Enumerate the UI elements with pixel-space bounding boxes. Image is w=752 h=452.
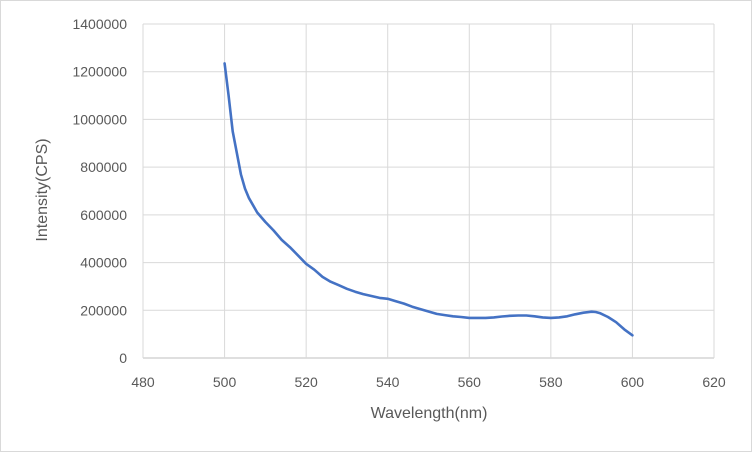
y-tick-label: 1000000 [72,111,127,127]
y-tick-label: 800000 [80,159,127,175]
x-tick-label: 600 [621,374,645,390]
series-layer [223,62,634,337]
y-axis-title: Intensity(CPS) [34,138,51,241]
x-tick-label: 620 [702,374,726,390]
gridlines [142,23,715,359]
y-tick-label: 200000 [80,302,127,318]
y-tick-label: 1400000 [72,16,127,32]
series-line [223,62,634,337]
y-tick-label: 1200000 [72,64,127,80]
x-axis-title: Wavelength(nm) [371,405,488,422]
y-tick-label: 600000 [80,207,127,223]
x-tick-label: 580 [539,374,563,390]
x-tick-label: 520 [294,374,318,390]
x-tick-label: 560 [458,374,482,390]
y-tick-label: 400000 [80,255,127,271]
y-tick-label: 0 [119,350,127,366]
tick-labels: 0 200000 400000 600000 800000 1000000 1200000 1… [72,16,725,390]
x-tick-label: 480 [131,374,155,390]
x-tick-label: 500 [213,374,237,390]
x-tick-label: 540 [376,374,400,390]
